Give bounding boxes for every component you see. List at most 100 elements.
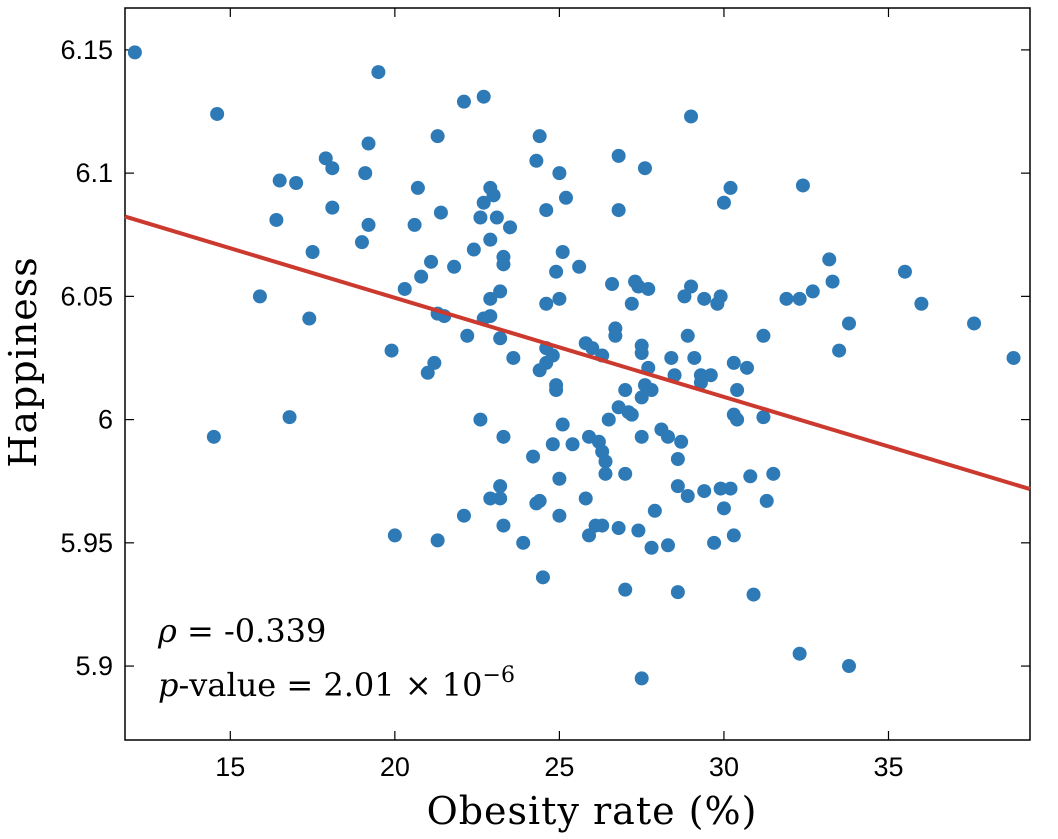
data-point — [516, 535, 531, 550]
data-point — [739, 360, 754, 375]
data-point — [585, 341, 600, 356]
data-point — [661, 538, 675, 553]
data-point — [493, 491, 508, 506]
data-point — [805, 284, 820, 299]
data-point — [539, 203, 554, 218]
data-point — [493, 284, 508, 299]
data-point — [601, 412, 616, 427]
data-point — [496, 429, 511, 444]
data-point — [486, 188, 501, 203]
data-point — [598, 454, 613, 469]
data-point — [644, 383, 659, 398]
data-point — [693, 375, 708, 390]
data-point — [456, 94, 471, 109]
data-point — [779, 291, 794, 306]
y-axis-title: Happiness — [1, 256, 45, 468]
data-point — [730, 412, 745, 427]
data-point — [545, 348, 560, 363]
data-point — [756, 328, 771, 343]
data-point — [558, 190, 573, 205]
data-point — [529, 153, 544, 168]
data-point — [532, 493, 547, 508]
data-point — [565, 437, 580, 452]
data-point — [456, 508, 471, 523]
data-point — [549, 383, 564, 398]
data-point — [670, 452, 685, 467]
x-tick-label: 25 — [544, 752, 574, 782]
data-point — [127, 45, 142, 60]
data-point — [644, 540, 659, 555]
data-point — [618, 383, 633, 398]
data-point — [252, 289, 267, 304]
p-value-text: -value = 2.01 × 10 — [178, 666, 482, 704]
data-point — [493, 331, 508, 346]
x-tick-labels: 15 20 25 30 35 — [215, 752, 903, 782]
data-point — [670, 585, 685, 600]
data-point — [766, 466, 781, 481]
data-point — [289, 175, 304, 190]
data-point — [496, 257, 511, 272]
data-point — [473, 412, 488, 427]
y-tick-label: 6.05 — [60, 281, 113, 311]
data-point — [535, 570, 550, 585]
x-axis-title: Obesity rate (%) — [427, 789, 758, 833]
data-point — [496, 518, 511, 533]
data-point — [325, 200, 340, 215]
data-point — [680, 328, 695, 343]
data-point — [825, 274, 840, 289]
data-point — [489, 210, 504, 225]
data-point — [967, 316, 982, 331]
data-point — [552, 166, 567, 181]
data-point — [684, 109, 699, 124]
data-point — [713, 289, 728, 304]
data-point — [433, 205, 448, 220]
data-point — [539, 296, 554, 311]
data-point — [707, 535, 722, 550]
data-point — [483, 309, 498, 324]
data-point — [483, 291, 498, 306]
data-point — [647, 503, 662, 518]
data-point — [743, 469, 758, 484]
data-point — [832, 343, 847, 358]
data-point — [680, 489, 695, 503]
data-point — [483, 491, 498, 506]
data-point — [697, 291, 712, 306]
data-point — [210, 106, 225, 121]
data-point — [272, 173, 287, 188]
rho-annotation: ρ = -0.339 — [157, 612, 326, 650]
data-point — [697, 484, 712, 499]
rho-value: = -0.339 — [177, 612, 327, 650]
data-point — [723, 180, 738, 195]
data-point — [483, 232, 498, 247]
regression-line — [124, 214, 1031, 492]
data-point — [611, 521, 626, 536]
data-point — [476, 195, 491, 210]
data-point — [578, 491, 593, 506]
data-point — [555, 417, 570, 432]
x-tick-label: 30 — [709, 752, 739, 782]
x-tick-label: 15 — [215, 752, 245, 782]
data-point — [684, 279, 699, 294]
data-point — [726, 355, 741, 370]
data-point — [624, 407, 639, 422]
p-value-exponent: −6 — [483, 663, 515, 688]
data-point — [677, 289, 692, 304]
rho-symbol: ρ — [157, 612, 177, 650]
data-point — [842, 316, 856, 331]
data-point — [716, 195, 731, 210]
data-point — [618, 466, 633, 481]
data-point — [618, 582, 633, 597]
data-point — [545, 437, 560, 452]
data-point — [424, 254, 439, 269]
data-point — [269, 212, 284, 227]
data-point — [746, 587, 761, 602]
data-point — [713, 481, 728, 496]
data-point — [595, 518, 610, 533]
data-point — [582, 528, 597, 543]
data-point — [914, 296, 929, 311]
data-point — [361, 217, 376, 232]
data-point — [723, 481, 738, 496]
data-point — [302, 311, 317, 326]
data-point — [447, 259, 462, 274]
data-point — [792, 291, 807, 306]
